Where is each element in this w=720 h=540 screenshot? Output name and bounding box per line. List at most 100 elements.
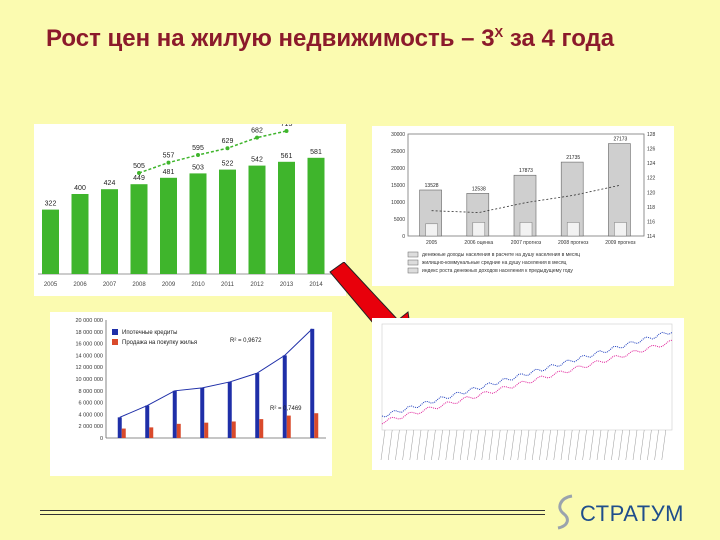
line-label: 557 xyxy=(163,153,175,160)
legend-label: денежные доходы населения в расчете на д… xyxy=(422,252,580,258)
line-label: 505 xyxy=(133,163,145,170)
bar-label: 503 xyxy=(192,164,204,171)
x-tick-label: 2013 xyxy=(280,282,294,288)
x-tick-label xyxy=(546,429,551,461)
y-tick-label: 25000 xyxy=(391,149,405,155)
x-tick-label: 2010 xyxy=(191,282,205,288)
x-tick-label: 2011 xyxy=(221,282,235,288)
x-tick-label xyxy=(596,429,602,461)
x-tick-label xyxy=(503,429,508,461)
small-bar xyxy=(614,222,627,237)
line-label: 682 xyxy=(251,128,263,135)
y-tick-label: 14 000 000 xyxy=(75,353,103,359)
x-tick-label xyxy=(387,429,393,461)
y-tick-label: 8 000 000 xyxy=(79,389,103,395)
bar-label: 581 xyxy=(310,149,322,156)
y-tick-label: 5000 xyxy=(394,217,405,223)
x-tick-label: 2007 xyxy=(103,282,117,288)
x-tick-label xyxy=(560,429,566,461)
bar xyxy=(121,428,126,438)
x-tick-label: 2005 xyxy=(44,282,58,288)
y2-tick-label: 122 xyxy=(647,176,656,182)
line-point xyxy=(284,129,289,133)
legend-label: Ипотечные кредиты xyxy=(122,330,177,336)
x-tick-label xyxy=(639,429,645,461)
footer-divider xyxy=(40,510,545,511)
x-tick-label xyxy=(510,429,515,461)
bar-label: 522 xyxy=(222,161,234,168)
x-tick-label xyxy=(618,429,623,461)
small-bar xyxy=(425,223,438,237)
legend-swatch xyxy=(407,259,419,266)
x-tick-label xyxy=(438,429,443,461)
x-tick-label xyxy=(582,429,587,461)
y2-tick-label: 126 xyxy=(647,147,656,153)
x-tick-label: 2006 оценка xyxy=(464,240,493,246)
line-label: 629 xyxy=(222,138,234,145)
x-tick-label: 2008 xyxy=(132,282,146,288)
income-chart: 0 5000 10000 15000 20000 25000 30000 114 116 118 1… xyxy=(372,126,674,286)
price-bar-chart: 322 2005 400 2006 424 2007 449 2008 481 2009 503 20… xyxy=(34,124,346,296)
y2-tick-label: 128 xyxy=(647,132,656,138)
y2-tick-label: 118 xyxy=(647,205,655,211)
x-tick-label xyxy=(567,429,573,461)
x-tick-label: 2009 xyxy=(162,282,176,288)
bar-label: 12538 xyxy=(472,186,486,192)
y-tick-label: 30000 xyxy=(391,132,405,138)
x-tick-label xyxy=(495,429,501,461)
y-tick-label: 12 000 000 xyxy=(75,365,103,371)
y-tick-label: 4 000 000 xyxy=(79,412,103,418)
y-tick-label: 0 xyxy=(402,234,405,240)
bar xyxy=(200,387,205,438)
y-tick-label: 10000 xyxy=(391,200,405,206)
trend-line xyxy=(119,328,313,418)
small-bar xyxy=(472,222,486,237)
plot-frame xyxy=(381,323,673,431)
bar xyxy=(310,328,315,438)
x-tick-label xyxy=(431,429,436,461)
y-tick-label: 10 000 000 xyxy=(75,377,103,383)
bar xyxy=(231,421,236,438)
y-tick-label: 2 000 000 xyxy=(79,424,103,430)
y2-tick-label: 120 xyxy=(647,190,656,196)
x-tick-label xyxy=(589,429,595,461)
x-tick-label xyxy=(488,429,494,461)
legend-swatch xyxy=(407,251,419,258)
x-tick-label xyxy=(395,429,400,461)
line-label: 715 xyxy=(281,124,293,128)
page-title: Рост цен на жилую недвижимость – 3X за 4… xyxy=(46,25,615,52)
bar-label: 449 xyxy=(133,175,145,182)
x-tick-label xyxy=(452,429,458,461)
x-tick-label xyxy=(553,429,559,461)
x-tick-label xyxy=(467,429,472,461)
line-label: 595 xyxy=(192,145,204,152)
stratum-logo: СТРАТУМ xyxy=(552,492,702,532)
bar xyxy=(314,413,319,438)
y-tick-label: 15000 xyxy=(391,183,405,189)
r2-annotation: R² = 0,9672 xyxy=(230,338,262,344)
bar xyxy=(307,157,325,274)
x-tick-label xyxy=(409,429,415,461)
r2-annotation: R² = 0,7469 xyxy=(270,406,302,412)
x-tick-label xyxy=(517,429,523,461)
y-tick-label: 16 000 000 xyxy=(75,342,103,348)
legend-label: жилищно-коммунальные средние на душу нас… xyxy=(422,260,567,266)
x-tick-label xyxy=(416,429,422,461)
bar-label: 424 xyxy=(104,180,116,187)
bar xyxy=(172,390,177,438)
x-tick-label: 2012 xyxy=(250,282,264,288)
series-line xyxy=(138,130,287,174)
x-tick-label xyxy=(661,429,667,461)
x-tick-label xyxy=(531,429,537,461)
y2-tick-label: 116 xyxy=(647,219,655,225)
bar xyxy=(149,427,154,438)
x-tick-label xyxy=(423,429,429,461)
bar-label: 561 xyxy=(281,153,293,160)
y2-tick-label: 124 xyxy=(647,161,656,167)
x-tick-label xyxy=(459,429,465,461)
x-tick-label: 2009 прогноз xyxy=(605,240,636,246)
x-tick-label xyxy=(632,429,638,461)
bar xyxy=(608,143,631,237)
legend-swatch xyxy=(112,329,118,335)
y-tick-label: 20000 xyxy=(391,166,405,172)
